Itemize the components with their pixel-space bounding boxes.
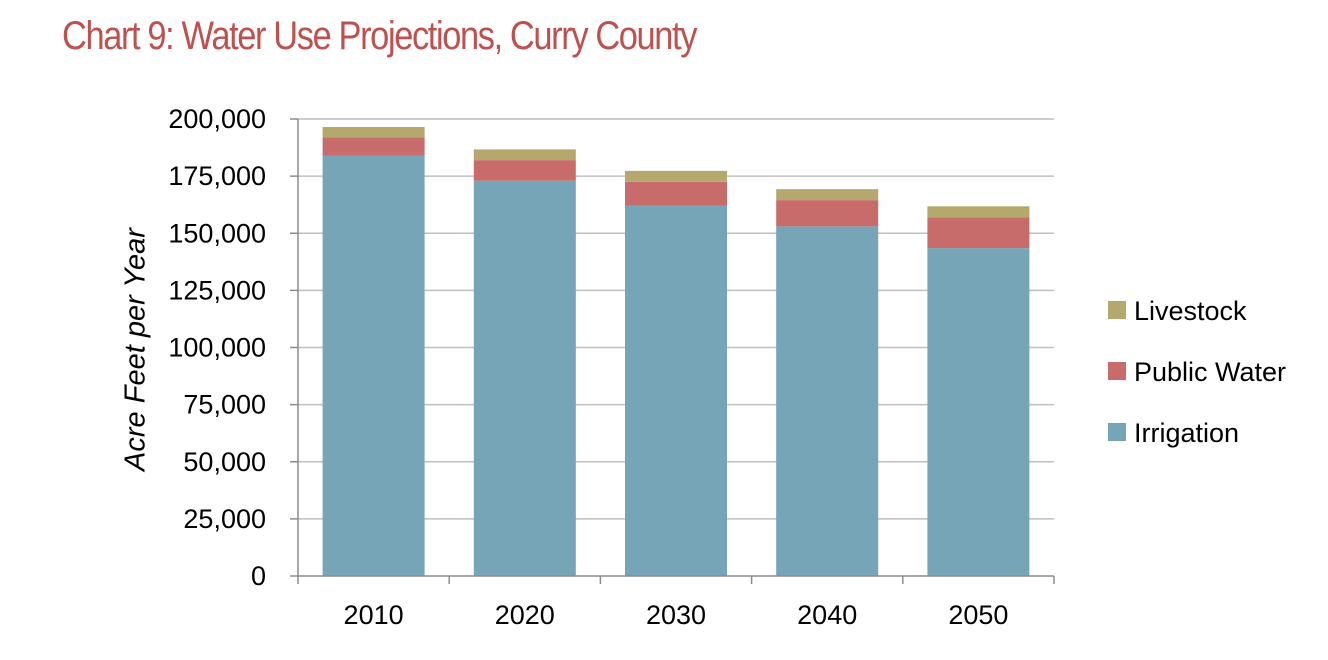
bar-segment <box>776 200 879 227</box>
bar-segment <box>322 155 425 576</box>
y-tick-label: 100,000 <box>168 333 266 363</box>
x-tick-label: 2050 <box>948 600 1008 630</box>
y-tick-label: 200,000 <box>168 104 266 134</box>
chart-title: Chart 9: Water Use Projections, Curry Co… <box>62 14 697 58</box>
x-tick-label: 2010 <box>344 600 404 630</box>
bar-segment <box>473 149 576 161</box>
y-tick-label: 175,000 <box>168 161 266 191</box>
bar-segment <box>776 189 879 201</box>
legend-label: Public Water <box>1134 357 1286 387</box>
y-tick-label: 0 <box>251 561 266 591</box>
bars <box>322 126 1030 577</box>
bar-segment <box>776 226 879 576</box>
y-tick-label: 25,000 <box>183 504 266 534</box>
x-tick-label: 2020 <box>495 600 555 630</box>
y-tick-label: 125,000 <box>168 275 266 305</box>
bar-segment <box>927 217 1030 249</box>
y-tick-labels: 0 25,000 50,000 75,000 100,000 125,000 150,000… <box>168 104 266 591</box>
bar-segment <box>322 137 425 156</box>
bar-segment <box>625 170 727 182</box>
bar-segment <box>322 126 425 138</box>
bar-segment <box>927 248 1030 577</box>
legend-swatch <box>1108 301 1126 319</box>
y-tick-label: 75,000 <box>183 390 266 420</box>
bar-segment <box>625 181 727 206</box>
x-tick-labels: 2010 2020 2030 2040 2050 <box>344 600 1009 630</box>
axes <box>290 118 1055 584</box>
bar-segment <box>473 160 576 181</box>
legend: Livestock Public Water Irrigation <box>1108 296 1286 448</box>
y-tick-label: 150,000 <box>168 218 266 248</box>
bar-segment <box>625 205 727 576</box>
y-tick-label: 50,000 <box>183 447 266 477</box>
bar-segment <box>473 180 576 576</box>
legend-swatch <box>1108 362 1126 380</box>
legend-label: Livestock <box>1134 296 1247 326</box>
bar-segment <box>927 206 1030 218</box>
legend-label: Irrigation <box>1134 418 1239 448</box>
legend-swatch <box>1108 423 1126 441</box>
x-tick-label: 2040 <box>797 600 857 630</box>
y-axis-title: Acre Feet per Year <box>120 227 152 473</box>
x-tick-label: 2030 <box>646 600 706 630</box>
